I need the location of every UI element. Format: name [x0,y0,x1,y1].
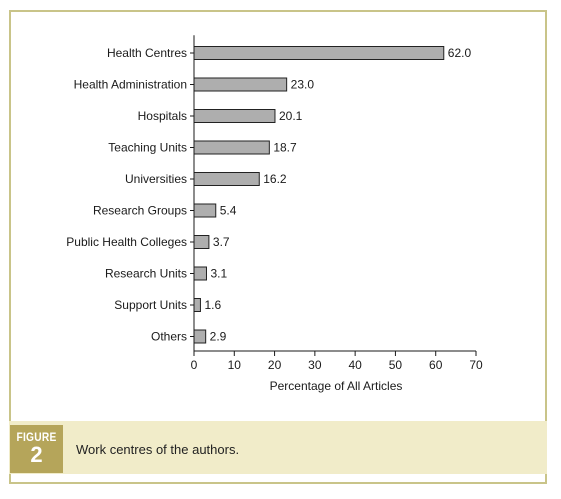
category-label: Hospitals [138,109,187,123]
category-label: Support Units [114,298,187,312]
bar [193,77,288,92]
category-label: Research Units [105,267,187,281]
bar [193,140,270,155]
x-tick-label: 60 [429,358,443,372]
x-tick-label: 40 [348,358,362,372]
value-label: 3.1 [210,267,227,281]
figure-number: 2 [30,442,43,467]
bar [193,329,207,344]
bar [193,109,276,123]
category-label: Others [151,330,187,344]
value-label: 3.7 [213,235,230,249]
value-label: 23.0 [291,78,315,92]
figure-caption: Work centres of the authors. [76,442,240,457]
bar [193,172,260,186]
x-axis-title: Percentage of All Articles [270,379,403,393]
x-tick-label: 20 [268,358,282,372]
x-axis: 0 10 20 30 40 50 60 70 [190,35,483,372]
value-label: 16.2 [263,172,287,186]
value-label: 5.4 [220,204,237,218]
figure-label: FIGURE [16,430,57,444]
bar [193,266,207,281]
x-tick-label: 30 [308,358,322,372]
bar [193,46,445,60]
value-label: 62.0 [448,46,472,60]
category-label: Health Administration [74,78,187,92]
bar [193,203,217,218]
bar [193,235,210,249]
bar [193,298,201,312]
category-label: Health Centres [107,46,187,60]
category-label: Public Health Colleges [66,235,187,249]
value-label: 1.6 [204,298,221,312]
category-label: Teaching Units [108,141,187,155]
caption-band [9,421,547,474]
figure-badge: FIGURE 2 [10,425,63,473]
x-tick-label: 50 [389,358,403,372]
x-tick-label: 0 [191,358,198,372]
category-label: Universities [125,172,187,186]
value-label: 20.1 [279,109,303,123]
value-label: 18.7 [273,141,297,155]
category-label: Research Groups [93,204,187,218]
bars-layer: Health Centres 62.0 Health Administration 2… [66,46,471,344]
value-label: 2.9 [210,330,227,344]
x-tick-label: 10 [228,358,242,372]
x-tick-label: 70 [469,358,483,372]
